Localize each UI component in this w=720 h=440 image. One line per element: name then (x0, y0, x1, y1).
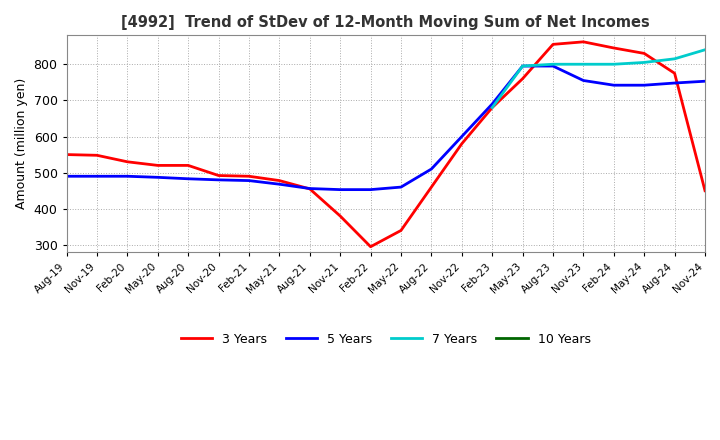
3 Years (215, 173, 223, 178)
3 Years (397, 228, 405, 233)
3 Years (457, 141, 466, 147)
5 Years (245, 178, 253, 183)
3 Years (184, 163, 192, 168)
5 Years (488, 101, 497, 106)
5 Years (305, 186, 314, 191)
3 Years (670, 71, 679, 76)
3 Years (427, 184, 436, 190)
7 Years (701, 47, 709, 52)
5 Years (275, 182, 284, 187)
5 Years (397, 184, 405, 190)
3 Years (609, 45, 618, 51)
Title: [4992]  Trend of StDev of 12-Month Moving Sum of Net Incomes: [4992] Trend of StDev of 12-Month Moving… (122, 15, 650, 30)
7 Years (488, 105, 497, 110)
5 Years (153, 175, 162, 180)
3 Years (93, 153, 102, 158)
5 Years (457, 134, 466, 139)
3 Years (549, 42, 557, 47)
5 Years (579, 78, 588, 83)
5 Years (670, 81, 679, 86)
5 Years (336, 187, 344, 192)
7 Years (549, 62, 557, 67)
3 Years (579, 39, 588, 44)
5 Years (701, 79, 709, 84)
3 Years (701, 188, 709, 193)
Legend: 3 Years, 5 Years, 7 Years, 10 Years: 3 Years, 5 Years, 7 Years, 10 Years (176, 328, 595, 351)
5 Years (518, 63, 527, 69)
7 Years (579, 62, 588, 67)
3 Years (305, 186, 314, 191)
5 Years (123, 174, 132, 179)
3 Years (518, 76, 527, 81)
3 Years (336, 213, 344, 219)
5 Years (609, 83, 618, 88)
7 Years (609, 62, 618, 67)
3 Years (245, 174, 253, 179)
3 Years (275, 178, 284, 183)
5 Years (427, 166, 436, 172)
7 Years (670, 56, 679, 62)
5 Years (366, 187, 375, 192)
3 Years (62, 152, 71, 157)
Y-axis label: Amount (million yen): Amount (million yen) (15, 78, 28, 209)
Line: 7 Years: 7 Years (492, 50, 705, 108)
Line: 3 Years: 3 Years (66, 42, 705, 247)
3 Years (123, 159, 132, 165)
3 Years (153, 163, 162, 168)
3 Years (488, 105, 497, 110)
5 Years (215, 177, 223, 183)
5 Years (93, 174, 102, 179)
5 Years (62, 174, 71, 179)
5 Years (640, 83, 649, 88)
5 Years (549, 63, 557, 69)
Line: 5 Years: 5 Years (66, 66, 705, 190)
3 Years (640, 51, 649, 56)
3 Years (366, 244, 375, 249)
7 Years (518, 63, 527, 69)
5 Years (184, 176, 192, 181)
7 Years (640, 60, 649, 65)
